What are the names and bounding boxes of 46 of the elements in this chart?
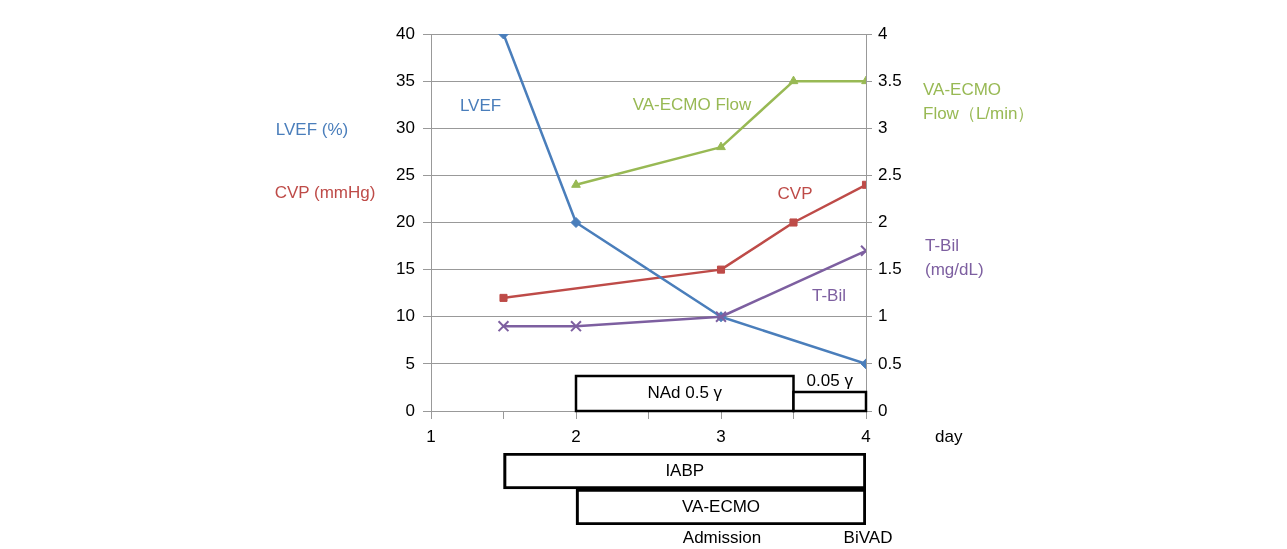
x-tick-label: 3 [716,426,726,446]
series-label: VA-ECMO Flow [632,94,753,114]
y2-tick-label: 0.5 [878,353,902,373]
series-label: T-Bil [812,286,846,306]
text: T-Bil (mg/dL) [925,235,984,279]
y2-tick-label: 3.5 [878,70,902,90]
y-tick-label: VA-ECMO [681,496,761,516]
x-tick-label: 2 [571,426,581,446]
point [570,320,582,333]
point [788,75,799,85]
y-tick-label: 30 [396,117,415,137]
y2-tick-label: 1.5 [878,259,902,279]
y2-tick-label: 0 [878,400,888,420]
y2-tick-label: 4 [878,23,888,43]
point [716,265,726,274]
band-label: 0.05 γ [806,370,854,390]
y2-tick-label: 2.5 [878,165,902,185]
series-label: LVEF [459,95,502,115]
y-tick-label: IABP [665,460,705,480]
band-label: NAd 0.5 γ [647,383,723,403]
y-tick-label: 15 [396,259,415,279]
y2-tick-label: 3 [878,117,888,137]
y-tick-label: 35 [396,70,415,90]
series-label: CVP [777,184,813,204]
y-tick-label: 25 [396,165,415,185]
point [789,218,798,227]
point [716,141,726,151]
y-tick-label: 5 [405,353,415,373]
y-tick-label: 0 [405,400,415,420]
y2-tick-label: 2 [878,212,888,232]
text: CVP (mmHg) [274,182,376,202]
x-tick-label: 4 [861,426,871,446]
y2-axis-title: VA-ECMO Flow（L/min） [923,79,1035,123]
point [571,179,581,188]
text: Admission [682,527,762,547]
point [570,217,582,228]
text: BiVAD [843,527,893,547]
y-tick-label: 40 [396,23,415,43]
point [499,293,508,302]
x-tick-label: 1 [426,426,436,446]
y-axis-title: LVEF (%) [275,119,349,139]
y2-tick-label: 1 [878,306,888,326]
y-tick-label: 20 [396,212,415,232]
y-tick-label: 10 [396,306,415,326]
x-axis-title: day [935,426,963,446]
point [497,320,510,333]
